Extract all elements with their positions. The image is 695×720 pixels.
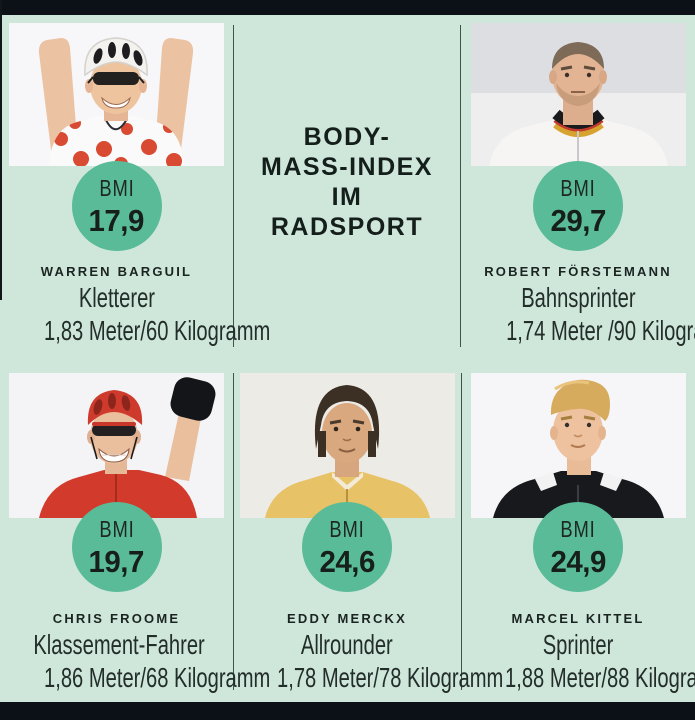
- rider-card-marcel-kittel: BMI 24,9 MARCEL KITTEL Sprinter 1,88 Met…: [461, 360, 695, 703]
- top-bar: [0, 0, 695, 15]
- rider-stats: 1,78 Meter/78 Kilogramm: [277, 662, 504, 693]
- rider-name: WARREN BARGUIL: [40, 264, 193, 279]
- warren-barguil-photo: [9, 23, 224, 166]
- bmi-badge-label: BMI: [560, 174, 596, 201]
- bmi-badge-value: 29,7: [550, 202, 606, 238]
- title-panel: BODY- MASS-INDEX IM RADSPORT: [233, 15, 461, 360]
- marcel-kittel-photo: [470, 373, 686, 518]
- bmi-badge: BMI 24,6: [302, 502, 392, 592]
- divider-bottom-right: [461, 373, 462, 690]
- rider-role: Kletterer: [78, 282, 155, 313]
- warren-barguil-portrait-illustration: [9, 23, 224, 166]
- rider-card-chris-froome: BMI 19,7 CHRIS FROOME Klassement-Fahrer …: [0, 360, 271, 703]
- robert-foerstemann-photo: [470, 23, 686, 166]
- bmi-badge: BMI 17,9: [71, 161, 162, 251]
- rider-card-warren-barguil: BMI 17,9 WARREN BARGUIL Kletterer 1,83 M…: [0, 15, 271, 360]
- divider-top-left: [233, 25, 234, 347]
- infographic-title: BODY- MASS-INDEX IM RADSPORT: [261, 122, 433, 241]
- eddy-merckx-photo: [239, 373, 455, 518]
- rider-name: EDDY MERCKX: [286, 611, 408, 626]
- rider-role: Bahnsprinter: [520, 282, 636, 313]
- rider-card-robert-foerstemann: BMI 29,7 ROBERT FÖRSTEMANN Bahnsprinter …: [461, 15, 695, 360]
- bmi-badge-value: 17,9: [88, 202, 145, 238]
- rider-stats: 1,83 Meter/60 Kilogramm: [44, 315, 271, 346]
- bmi-badge-label: BMI: [98, 174, 135, 201]
- eddy-merckx-portrait-illustration: [239, 373, 455, 518]
- rider-card-eddy-merckx: BMI 24,6 EDDY MERCKX Allrounder 1,78 Met…: [233, 360, 504, 703]
- robert-foerstemann-portrait-illustration: [470, 23, 686, 166]
- rider-stats: 1,86 Meter/68 Kilogramm: [44, 662, 271, 693]
- bmi-badge-label: BMI: [98, 515, 135, 542]
- bmi-badge: BMI 19,7: [71, 502, 162, 592]
- bmi-badge-label: BMI: [560, 515, 596, 542]
- rider-name: ROBERT FÖRSTEMANN: [484, 264, 672, 279]
- rider-role: Klassement-Fahrer: [33, 629, 205, 660]
- divider-bottom-left: [233, 373, 234, 690]
- bmi-badge-value: 19,7: [88, 543, 145, 579]
- marcel-kittel-portrait-illustration: [470, 373, 686, 518]
- rider-role: Allrounder: [301, 629, 393, 660]
- bmi-badge-value: 24,6: [319, 543, 375, 579]
- bmi-badge: BMI 29,7: [533, 161, 623, 251]
- bottom-bar: [0, 702, 695, 720]
- rider-name: MARCEL KITTEL: [511, 611, 645, 626]
- bmi-badge-value: 24,9: [550, 543, 606, 579]
- rider-name: CHRIS FROOME: [52, 611, 181, 626]
- left-edge-line: [0, 0, 2, 300]
- rider-stats: 1,88 Meter/88 Kilogramm: [505, 662, 695, 693]
- rider-role: Sprinter: [542, 629, 614, 660]
- chris-froome-photo: [9, 373, 224, 518]
- divider-top-right: [460, 25, 461, 347]
- chris-froome-portrait-illustration: [9, 373, 224, 518]
- bmi-badge: BMI 24,9: [533, 502, 623, 592]
- bmi-badge-label: BMI: [329, 515, 365, 542]
- rider-stats: 1,74 Meter /90 Kilogramm: [506, 315, 695, 346]
